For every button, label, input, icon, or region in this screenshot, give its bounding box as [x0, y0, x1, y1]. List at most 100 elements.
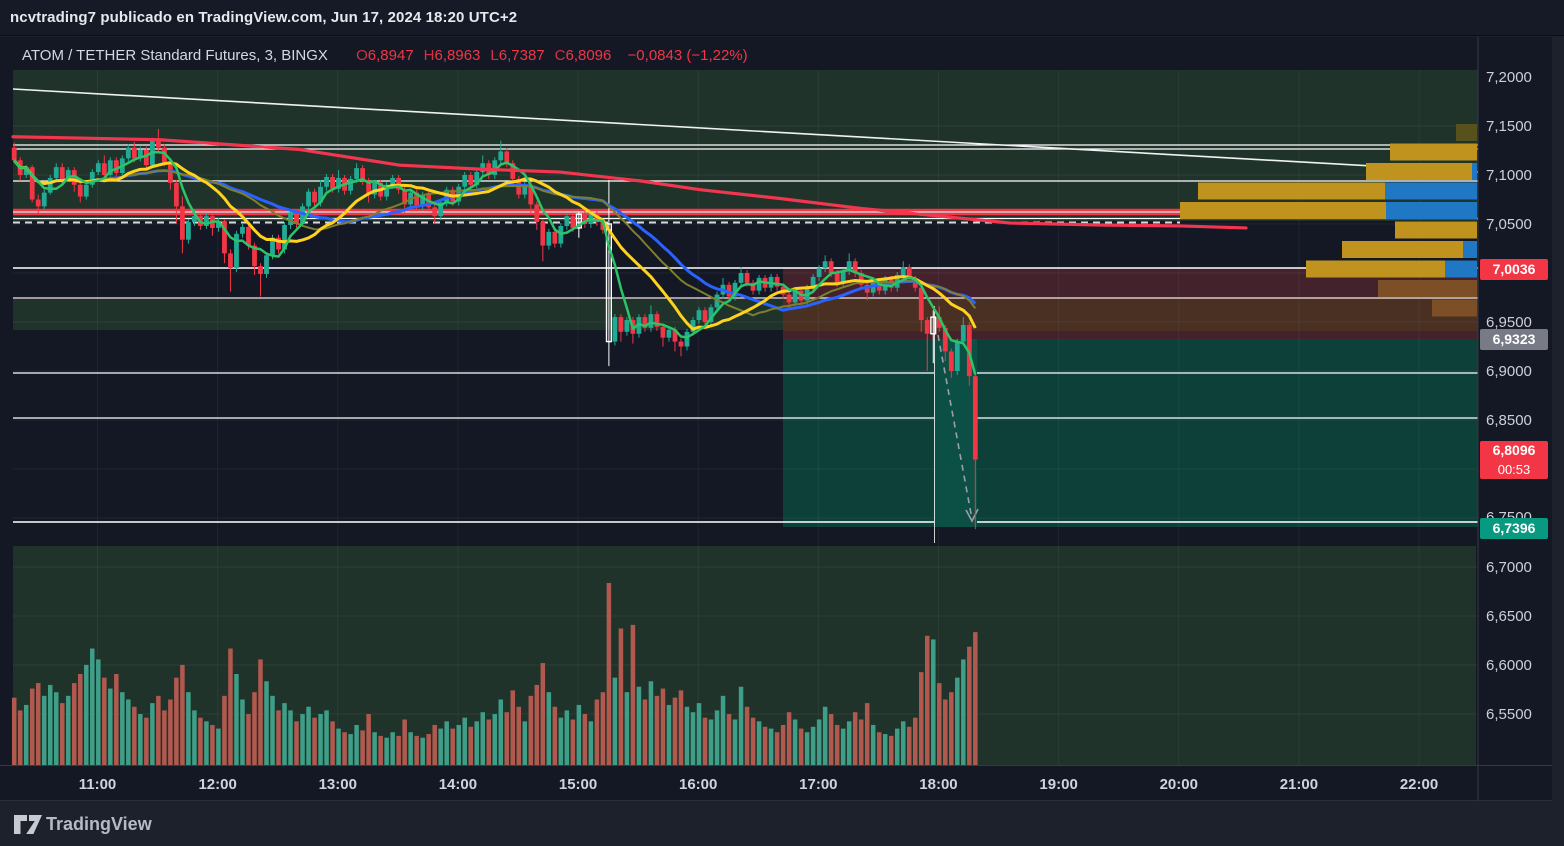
candle [624, 317, 630, 336]
volume-bar [240, 699, 245, 765]
price-tick[interactable]: 7,2000 [1486, 69, 1532, 86]
volume-bar [732, 719, 738, 765]
volume-bar [714, 710, 720, 765]
volume-bar [768, 728, 774, 765]
volume-bar [53, 692, 59, 765]
volume-bar [810, 726, 816, 765]
volume-bar [894, 728, 900, 765]
chart-legend: ATOM / TETHER Standard Futures, 3, BINGX… [22, 47, 748, 67]
price-tick[interactable]: 7,1500 [1486, 118, 1532, 135]
price-tick[interactable]: 6,9500 [1486, 314, 1532, 331]
chart-widget[interactable]: 7,2000 7,1500 7,1000 7,0500 6,9500 6,9000 6,85… [0, 37, 1552, 801]
time-tick[interactable]: 13:00 [319, 776, 357, 793]
candle [167, 159, 173, 190]
candle [822, 255, 828, 273]
candle [438, 199, 444, 221]
volume-histogram [11, 583, 978, 765]
candle [534, 201, 540, 230]
tradingview-logo-icon[interactable] [13, 813, 43, 837]
time-tick[interactable]: 16:00 [679, 776, 717, 793]
candle [107, 157, 113, 177]
candle [864, 281, 870, 301]
time-tick[interactable]: 11:00 [79, 776, 117, 793]
volume-bar [552, 706, 558, 765]
candle [336, 170, 341, 193]
price-tick[interactable]: 7,1000 [1486, 167, 1532, 184]
candle [204, 213, 209, 229]
volume-bar [264, 681, 269, 765]
volume-bar [528, 695, 534, 765]
volume-profile-bar [1180, 202, 1386, 219]
maroon-strip [783, 331, 1478, 339]
volume-bar [186, 692, 191, 765]
volume-profile-bar [1342, 241, 1463, 258]
descending-trendline [12, 88, 1479, 173]
volume-bar [414, 735, 419, 765]
candle [95, 160, 101, 175]
volume-bar [246, 714, 251, 765]
candle [618, 314, 624, 342]
volume-bar [174, 677, 179, 765]
volume-bar [678, 690, 684, 765]
volume-bar [606, 583, 612, 765]
volume-bar [198, 717, 203, 765]
price-tick[interactable]: 6,5500 [1486, 706, 1532, 723]
volume-bar [324, 710, 329, 765]
volume-bar [300, 714, 305, 765]
volume-bar [336, 728, 341, 765]
volume-bar [234, 674, 239, 765]
volume-bar [955, 677, 960, 765]
time-tick[interactable]: 12:00 [198, 776, 236, 793]
price-tick[interactable]: 6,9000 [1486, 363, 1532, 380]
time-tick[interactable]: 17:00 [799, 776, 837, 793]
price-tick[interactable]: 6,7000 [1486, 559, 1532, 576]
candle [612, 314, 618, 346]
volume-bar [906, 726, 912, 765]
time-tick[interactable]: 15:00 [559, 776, 597, 793]
volume-bar [438, 728, 443, 765]
volume-bar [582, 714, 588, 765]
volume-bar [870, 724, 876, 765]
volume-bar [456, 724, 461, 765]
symbol-title[interactable]: ATOM / TETHER Standard Futures, 3, BINGX [22, 47, 328, 64]
candle [125, 144, 131, 162]
time-tick[interactable]: 18:00 [919, 776, 957, 793]
candle [222, 219, 227, 264]
candlestick-chart[interactable]: 7,2000 7,1500 7,1000 7,0500 6,9500 6,9000 6,85… [0, 37, 1552, 801]
candle [552, 228, 558, 248]
time-tick[interactable]: 21:00 [1280, 776, 1318, 793]
volume-bar [72, 683, 77, 765]
level-price-label: 6,9323 [1480, 328, 1548, 350]
volume-bar [192, 710, 197, 765]
candle [960, 317, 966, 346]
volume-bar [450, 728, 455, 765]
ohlc-value: 6,8947 [367, 47, 414, 64]
time-tick[interactable]: 14:00 [439, 776, 477, 793]
ohlc-value: 6,8096 [565, 47, 612, 64]
candle [137, 146, 143, 162]
candle [678, 338, 684, 357]
price-tick[interactable]: 6,6500 [1486, 608, 1532, 625]
price-tick[interactable]: 6,6000 [1486, 657, 1532, 674]
volume-bar [426, 734, 431, 765]
time-tick[interactable]: 22:00 [1400, 776, 1438, 793]
time-tick[interactable]: 20:00 [1160, 776, 1198, 793]
volume-bar [276, 710, 281, 765]
price-tick[interactable]: 7,0500 [1486, 216, 1532, 233]
volume-bar [756, 721, 762, 765]
volume-bar [204, 721, 209, 765]
volume-bar [504, 712, 510, 765]
time-tick[interactable]: 19:00 [1039, 776, 1077, 793]
tradingview-brand-text[interactable]: TradingView [46, 814, 152, 834]
volume-bar [534, 684, 540, 765]
volume-bar [66, 695, 71, 765]
price-tick[interactable]: 6,8500 [1486, 412, 1532, 429]
volume-bar [222, 695, 227, 765]
ohlc-value: 6,8963 [434, 47, 481, 64]
volume-bar [660, 688, 666, 765]
candle [660, 323, 666, 347]
candle [234, 230, 239, 273]
candle [654, 311, 660, 331]
volume-profile-bar [1366, 163, 1472, 180]
volume-bar [354, 724, 359, 765]
